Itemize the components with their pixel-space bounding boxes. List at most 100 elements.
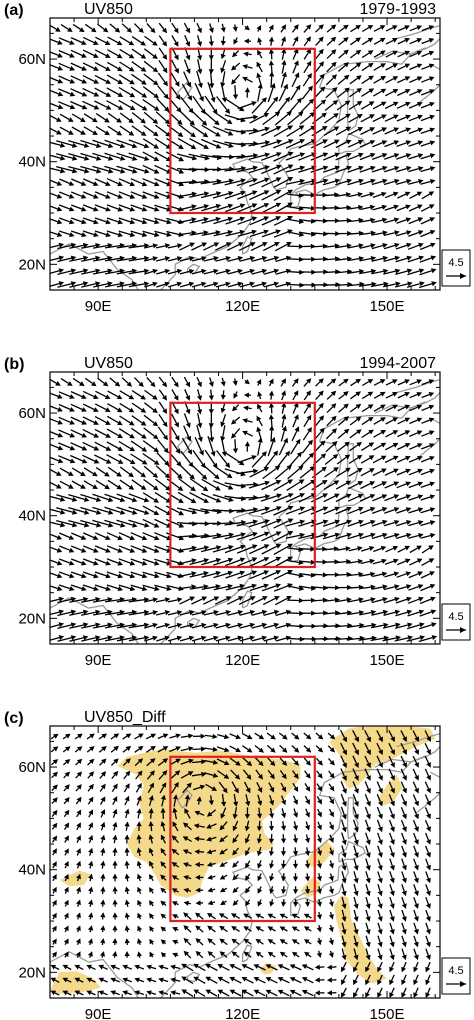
wind-arrow (347, 217, 364, 223)
wind-arrow (244, 25, 250, 31)
wind-arrow (203, 268, 219, 275)
wind-arrow (316, 783, 323, 792)
wind-arrow (196, 389, 202, 401)
wind-arrow (160, 861, 167, 869)
wind-arrow (359, 165, 376, 173)
wind-arrow (341, 832, 347, 846)
wind-arrow (347, 597, 364, 603)
wind-arrow (142, 452, 160, 465)
wind-arrow (112, 925, 118, 933)
wind-arrow (232, 50, 240, 58)
wind-arrow (262, 465, 281, 480)
wind-arrow (236, 507, 259, 513)
wind-arrow (158, 59, 168, 74)
wind-arrow (216, 96, 231, 114)
wind-arrow (98, 964, 108, 970)
wind-arrow (86, 964, 96, 970)
wind-arrow (371, 507, 388, 515)
wind-arrow (107, 403, 123, 413)
wind-arrow (183, 888, 192, 893)
wind-arrow (341, 871, 347, 884)
wind-arrow (207, 81, 216, 103)
wind-arrow (204, 733, 218, 739)
wind-arrow (372, 217, 388, 224)
wind-arrow (94, 87, 112, 97)
wind-arrow (412, 819, 419, 832)
wind-arrow (383, 230, 400, 237)
wind-arrow (196, 70, 203, 89)
wind-arrow (194, 436, 204, 456)
wind-arrow (74, 964, 84, 970)
wind-arrow (82, 558, 99, 566)
wind-arrow (401, 961, 407, 973)
wind-arrow (70, 217, 87, 225)
wind-arrow (100, 860, 106, 869)
wind-arrow (300, 452, 314, 467)
wind-arrow (384, 127, 400, 135)
wind-arrow (148, 807, 154, 819)
wind-arrow (264, 450, 279, 469)
wind-arrow (310, 519, 329, 527)
wind-arrow (242, 64, 253, 70)
wind-arrow (57, 242, 77, 250)
wind-arrow (50, 141, 66, 148)
wind-arrow (74, 990, 84, 996)
wind-arrow (229, 976, 242, 984)
wind-arrow (215, 610, 231, 616)
wind-arrow (50, 456, 64, 464)
wind-arrow (300, 98, 314, 113)
wind-arrow (338, 391, 349, 400)
wind-arrow (257, 886, 263, 894)
wind-arrow (292, 60, 299, 74)
wind-arrow (229, 745, 241, 753)
wind-arrow (420, 127, 436, 135)
wind-arrow (50, 281, 65, 287)
wind-arrow (167, 243, 183, 249)
wind-arrow (397, 63, 411, 71)
wind-arrow (377, 896, 383, 909)
wind-arrow (50, 167, 66, 174)
wind-arrow (409, 430, 423, 437)
wind-arrow (279, 951, 288, 958)
wind-arrow (314, 977, 325, 983)
wind-arrow (261, 480, 282, 491)
wind-arrow (409, 50, 423, 58)
wind-arrow (100, 899, 106, 907)
wind-arrow (106, 230, 124, 238)
wind-arrow (112, 912, 118, 920)
wind-arrow (131, 402, 147, 413)
wind-arrow (80, 165, 102, 174)
wind-arrow (160, 807, 166, 819)
wind-arrow (236, 114, 259, 121)
wind-arrow (317, 834, 322, 844)
wind-arrow (81, 255, 101, 262)
wind-arrow (51, 925, 57, 933)
wind-arrow (106, 100, 124, 110)
wind-arrow (131, 125, 147, 136)
wind-arrow (119, 390, 135, 400)
wind-arrow (267, 939, 276, 945)
wind-arrow (180, 450, 194, 468)
wind-arrow (244, 87, 250, 98)
wind-arrow (401, 858, 407, 871)
wind-arrow (412, 768, 419, 781)
wind-arrow (316, 886, 322, 895)
wind-arrow (327, 732, 336, 740)
wind-arrow (269, 873, 275, 882)
wind-arrow (88, 822, 93, 831)
wind-arrow (243, 926, 252, 932)
wind-arrow (397, 191, 411, 199)
wind-arrow (388, 832, 395, 845)
wind-arrow (335, 243, 352, 249)
wind-arrow (51, 938, 57, 945)
wind-arrow (361, 391, 374, 400)
wind-arrow (324, 454, 339, 466)
wind-arrow (273, 543, 294, 555)
wind-arrow (268, 834, 275, 844)
wind-arrow (385, 76, 399, 84)
wind-arrow (166, 478, 184, 491)
wind-arrow (176, 507, 198, 515)
wind-arrow (268, 378, 274, 387)
wind-arrow (82, 390, 99, 399)
wind-arrow (171, 35, 179, 47)
